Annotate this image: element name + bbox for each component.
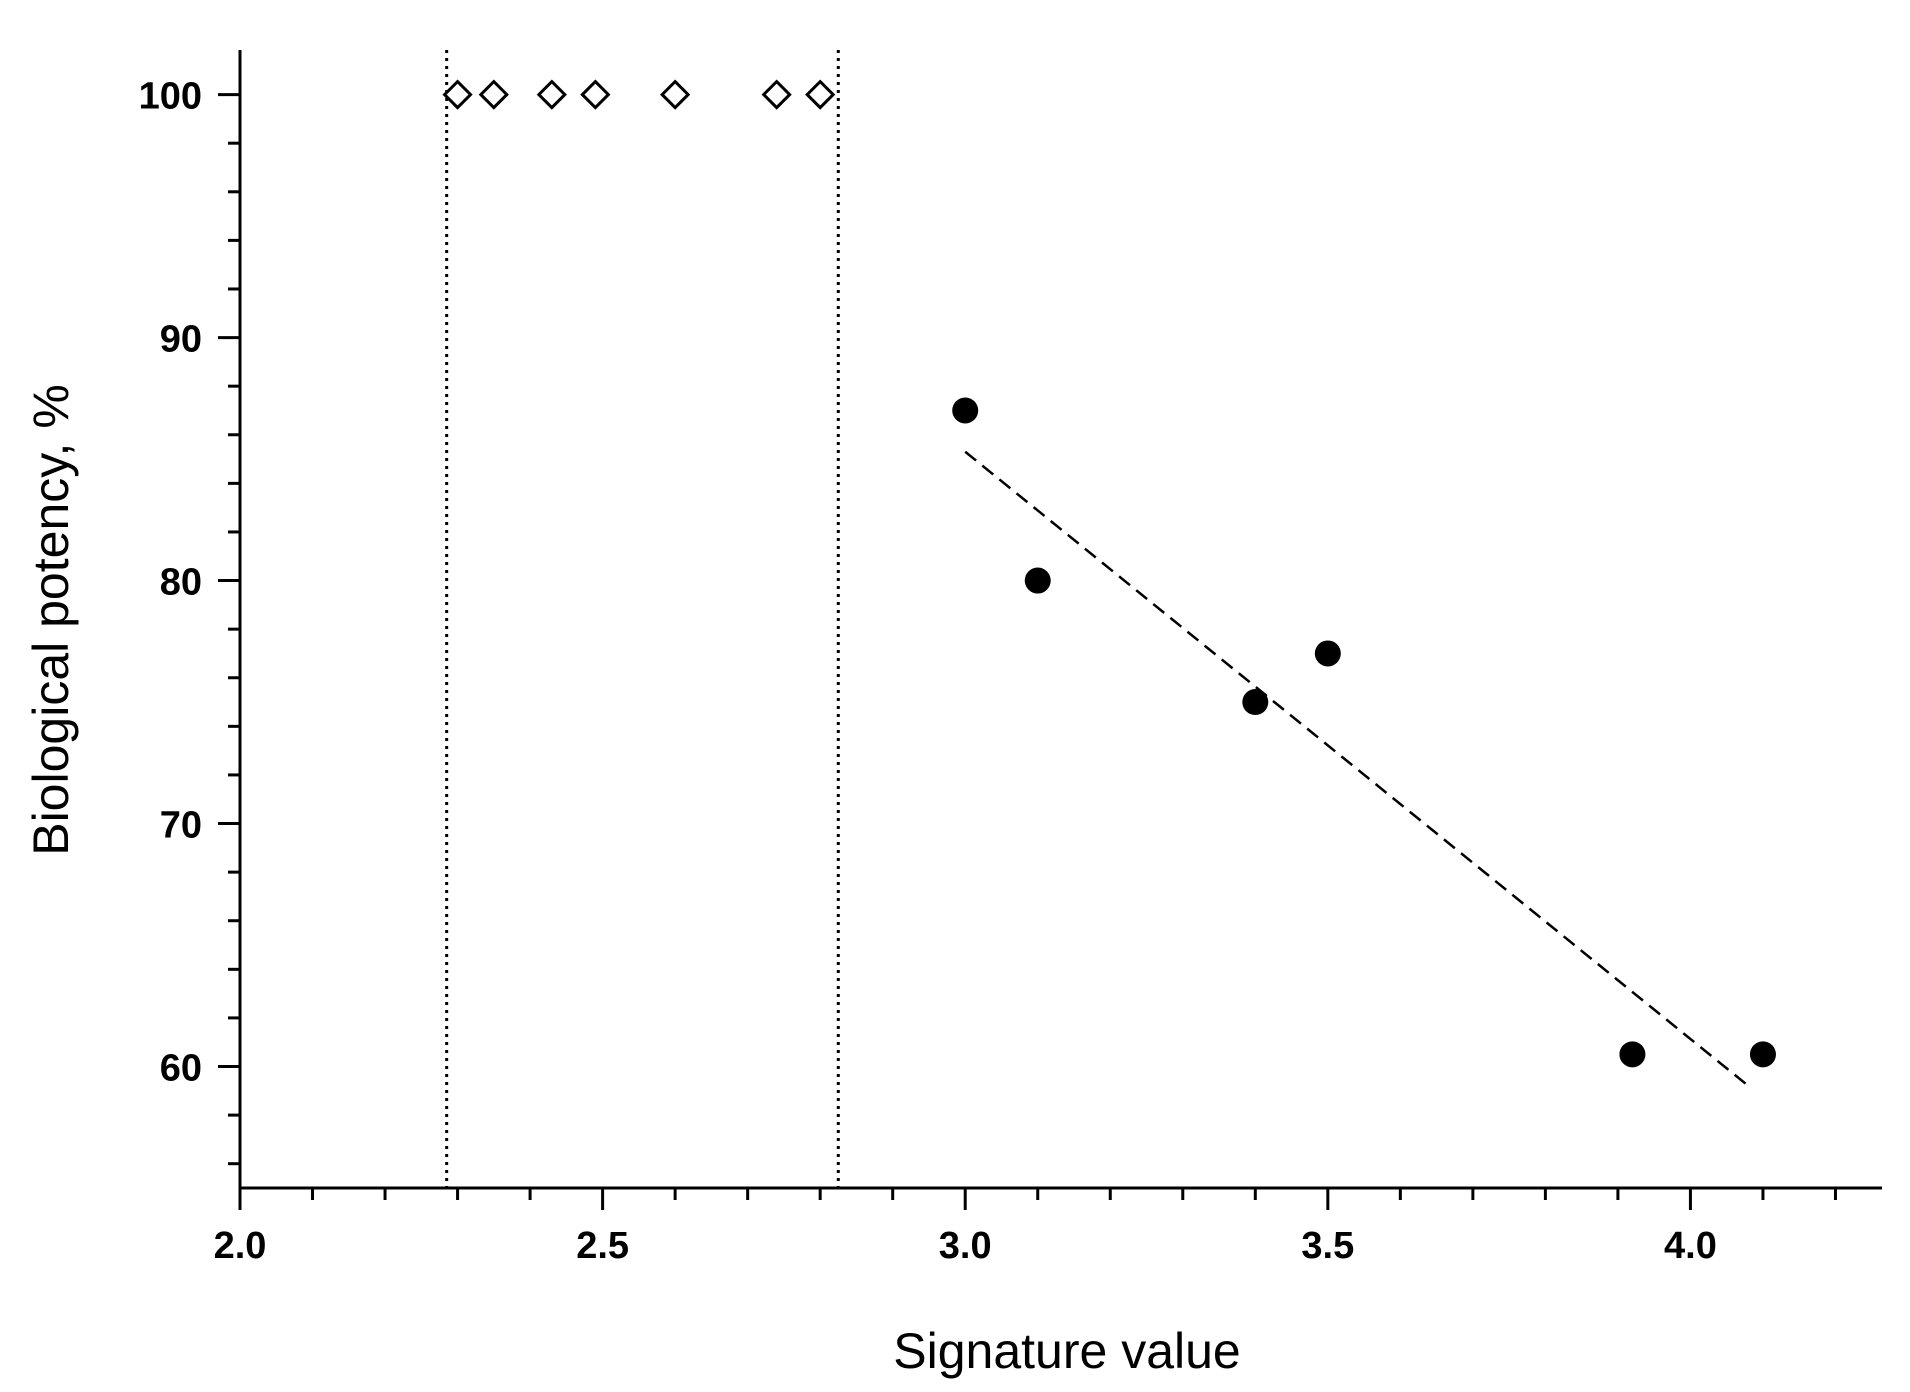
tick-labels: 2.0 2.5 3.0 3.5 4.0 60 70 80 90 100 [139,76,1717,1267]
y-tick-label: 100 [139,76,202,118]
diamond-point [660,79,691,110]
diamond-point [580,79,611,110]
x-tick-label: 3.5 [1301,1225,1354,1267]
diamond-point [478,79,509,110]
diamond-point [805,79,836,110]
data-points [442,79,1776,1068]
x-tick-label: 4.0 [1664,1225,1717,1267]
circle-point [1619,1041,1646,1068]
y-axis-title: Biological potency, % [23,384,79,856]
trend-line-group [964,450,1750,1087]
ticks [218,93,1837,1210]
y-tick-label: 70 [160,805,202,847]
x-tick-label: 2.5 [576,1225,629,1267]
diamond-point [761,79,792,110]
x-tick-label: 3.0 [939,1225,992,1267]
circle-point [1242,689,1269,716]
diamond-point [536,79,567,110]
axes [238,50,1882,1190]
y-tick-label: 60 [160,1048,202,1090]
diamond-point [442,79,473,110]
x-axis-title: Signature value [893,1323,1240,1379]
circle-point [952,397,979,424]
circle-point [1024,567,1051,594]
reference-lines [445,50,840,1188]
x-tick-label: 2.0 [214,1225,267,1267]
circle-point [1314,640,1341,667]
circle-point [1749,1041,1776,1068]
trend-line [964,450,1750,1087]
y-tick-label: 80 [160,562,202,604]
y-tick-label: 90 [160,319,202,361]
